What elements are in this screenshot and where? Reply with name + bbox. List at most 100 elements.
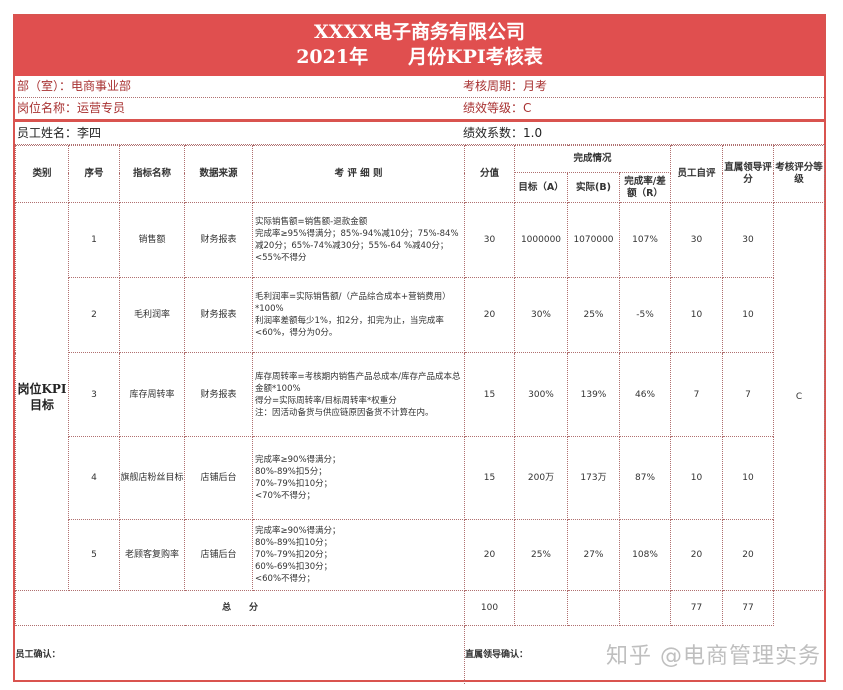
title-year: 2021年	[296, 46, 369, 68]
header-indicator: 指标名称	[119, 145, 185, 203]
rule-line: 库存周转率=考核期内销售产品总成本/库存产品成本总金额*100%	[255, 371, 461, 394]
rules-cell: 库存周转率=考核期内销售产品总成本/库存产品成本总金额*100% 得分=实际周转率…	[252, 352, 465, 437]
header-completion: 完成情况	[513, 145, 672, 173]
target-cell: 1000000	[514, 202, 568, 278]
header-seq: 序号	[68, 145, 120, 203]
self-cell: 20	[670, 519, 724, 591]
performance-coefficient: 绩效系数：1.0	[463, 126, 543, 140]
total-score: 100	[464, 590, 515, 626]
header-score: 分值	[464, 145, 515, 203]
rule-line: 80%-89%扣5分；	[255, 467, 327, 477]
target-cell: 300%	[514, 352, 568, 437]
seq-cell: 4	[68, 436, 120, 520]
indicator-cell: 毛利润率	[119, 277, 185, 353]
actual-cell: 173万	[567, 436, 620, 520]
target-cell: 25%	[514, 519, 568, 591]
kpi-sheet: XXXX电子商务有限公司 2021年 月份KPI考核表 部（室）：电商事业部 考核…	[13, 14, 826, 684]
company-name: XXXX电子商务有限公司	[314, 21, 525, 43]
score-cell: 15	[464, 352, 515, 437]
leader-cell: 7	[722, 352, 775, 437]
rules-cell: 完成率≥90%得满分； 80%-89%扣10分； 70%-79%扣20分； 60%-6…	[252, 519, 465, 591]
employee-confirm: 员工确认：	[15, 649, 61, 660]
seq-cell: 1	[68, 202, 120, 278]
rule-line: 完成率≥90%得满分；	[255, 455, 341, 465]
target-cell: 30%	[514, 277, 568, 353]
rate-cell: 46%	[618, 352, 672, 437]
position: 岗位名称：运营专员	[17, 101, 126, 115]
source-cell: 店铺后台	[184, 519, 253, 591]
leader-cell: 10	[722, 436, 775, 520]
rule-line: 注：因活动备货与供应链原因备货不计算在内。	[255, 407, 434, 418]
header-level: 考核评分等级	[773, 145, 826, 203]
source-cell: 财务报表	[184, 277, 253, 353]
watermark: 知乎 @电商管理实务	[606, 644, 821, 669]
actual-cell: 1070000	[567, 202, 620, 278]
source-cell: 财务报表	[184, 202, 253, 278]
header-target: 目标（A）	[514, 172, 568, 203]
department: 部（室）：电商事业部	[17, 79, 132, 93]
indicator-cell: 库存周转率	[119, 352, 185, 437]
info-row-1: 部（室）：电商事业部 考核周期：月考	[15, 76, 824, 98]
table-row: 岗位KPI目标 1 销售额 财务报表 实际销售额=销售额-退款金额 完成率≥95%得满分；…	[15, 202, 826, 591]
rules-cell: 完成率≥90%得满分； 80%-89%扣5分； 70%-79%扣10分； <70%不得…	[252, 436, 465, 520]
overall-level-cell: C	[773, 202, 826, 591]
info-row-3: 员工姓名：李四 绩效系数：1.0	[15, 122, 824, 145]
total-row: 总 分 100 77 77	[15, 590, 825, 626]
actual-cell: 139%	[567, 352, 620, 437]
rule-line: 毛利润率=实际销售额/（产品综合成本+营销费用）*100%	[255, 292, 451, 314]
title-subtitle: 月份KPI考核表	[408, 46, 543, 68]
rule-line: 实际销售额=销售额-退款金额	[255, 217, 368, 227]
rate-cell: 108%	[618, 519, 672, 591]
performance-grade: 绩效等级：C	[463, 101, 532, 115]
header-leader: 直属领导评分	[722, 145, 775, 203]
kpi-table: 类别 序号 指标名称 数据来源 考 评 细 则 分值 完成情况 员工自评 直属领…	[15, 145, 826, 684]
leader-cell: 30	[722, 202, 775, 278]
header-source: 数据来源	[184, 145, 253, 203]
rule-line: <60%不得分；	[255, 574, 316, 584]
rate-cell: 87%	[618, 436, 672, 520]
rules-cell: 实际销售额=销售额-退款金额完成率≥95%得满分；85%-94%减10分；75%…	[252, 202, 465, 278]
self-cell: 7	[670, 352, 724, 437]
assessment-period: 考核周期：月考	[463, 79, 548, 93]
leader-confirm: 直属领导确认：	[463, 625, 825, 684]
rule-line: 70%-79%扣20分；	[255, 550, 333, 560]
rule-line: 得分=实际周转率/目标周转率*权重分	[255, 395, 397, 406]
header-category: 类别	[15, 145, 69, 203]
rate-cell: -5%	[618, 277, 672, 353]
self-cell: 30	[670, 202, 724, 278]
header-rules: 考 评 细 则	[252, 145, 465, 203]
sheet-title: XXXX电子商务有限公司 2021年 月份KPI考核表	[15, 16, 824, 76]
score-cell: 30	[464, 202, 515, 278]
leader-cell: 20	[722, 519, 775, 591]
score-cell: 20	[464, 277, 515, 353]
category-cell: 岗位KPI目标	[15, 202, 69, 591]
seq-cell: 2	[68, 277, 120, 353]
rule-line: 完成率≥95%得满分；85%-94%减10分；75%-84%减20分；65%-7…	[255, 229, 459, 263]
header-rate: 完成率/差额（R）	[618, 172, 672, 203]
rule-line: <70%不得分；	[255, 491, 316, 501]
rule-line: 80%-89%扣10分；	[255, 538, 333, 548]
table-row: 2 毛利润率 财务报表 毛利润率=实际销售额/（产品综合成本+营销费用）*100% 利润…	[16, 277, 825, 353]
rules-cell: 毛利润率=实际销售额/（产品综合成本+营销费用）*100% 利润率差额每少1%，扣…	[252, 277, 465, 353]
indicator-cell: 旗舰店粉丝目标	[119, 436, 185, 520]
rule-line: 70%-79%扣10分；	[255, 479, 333, 489]
rule-line: 利润率差额每少1%，扣2分，扣完为止，当完成率<60%，得分为0分。	[255, 316, 444, 338]
seq-cell: 5	[68, 519, 120, 591]
table-row: 4 旗舰店粉丝目标 店铺后台 完成率≥90%得满分； 80%-89%扣5分； 70%-79…	[16, 436, 825, 520]
total-self: 77	[670, 590, 724, 626]
score-cell: 15	[464, 436, 515, 520]
seq-cell: 3	[68, 352, 120, 437]
confirm-row: 员工确认： 直属领导确认：	[15, 625, 825, 684]
header-actual: 实际(B)	[567, 172, 620, 203]
rule-line: 60%-69%扣30分；	[255, 562, 333, 572]
score-cell: 20	[464, 519, 515, 591]
source-cell: 店铺后台	[184, 436, 253, 520]
info-row-2: 岗位名称：运营专员 绩效等级：C	[15, 98, 824, 122]
employee-name: 员工姓名：李四	[17, 126, 102, 140]
self-cell: 10	[670, 277, 724, 353]
table-row: 3 库存周转率 财务报表 库存周转率=考核期内销售产品总成本/库存产品成本总金额*10…	[16, 352, 825, 437]
source-cell: 财务报表	[184, 352, 253, 437]
indicator-cell: 老顾客复购率	[119, 519, 185, 591]
target-cell: 200万	[514, 436, 568, 520]
rate-cell: 107%	[618, 202, 672, 278]
